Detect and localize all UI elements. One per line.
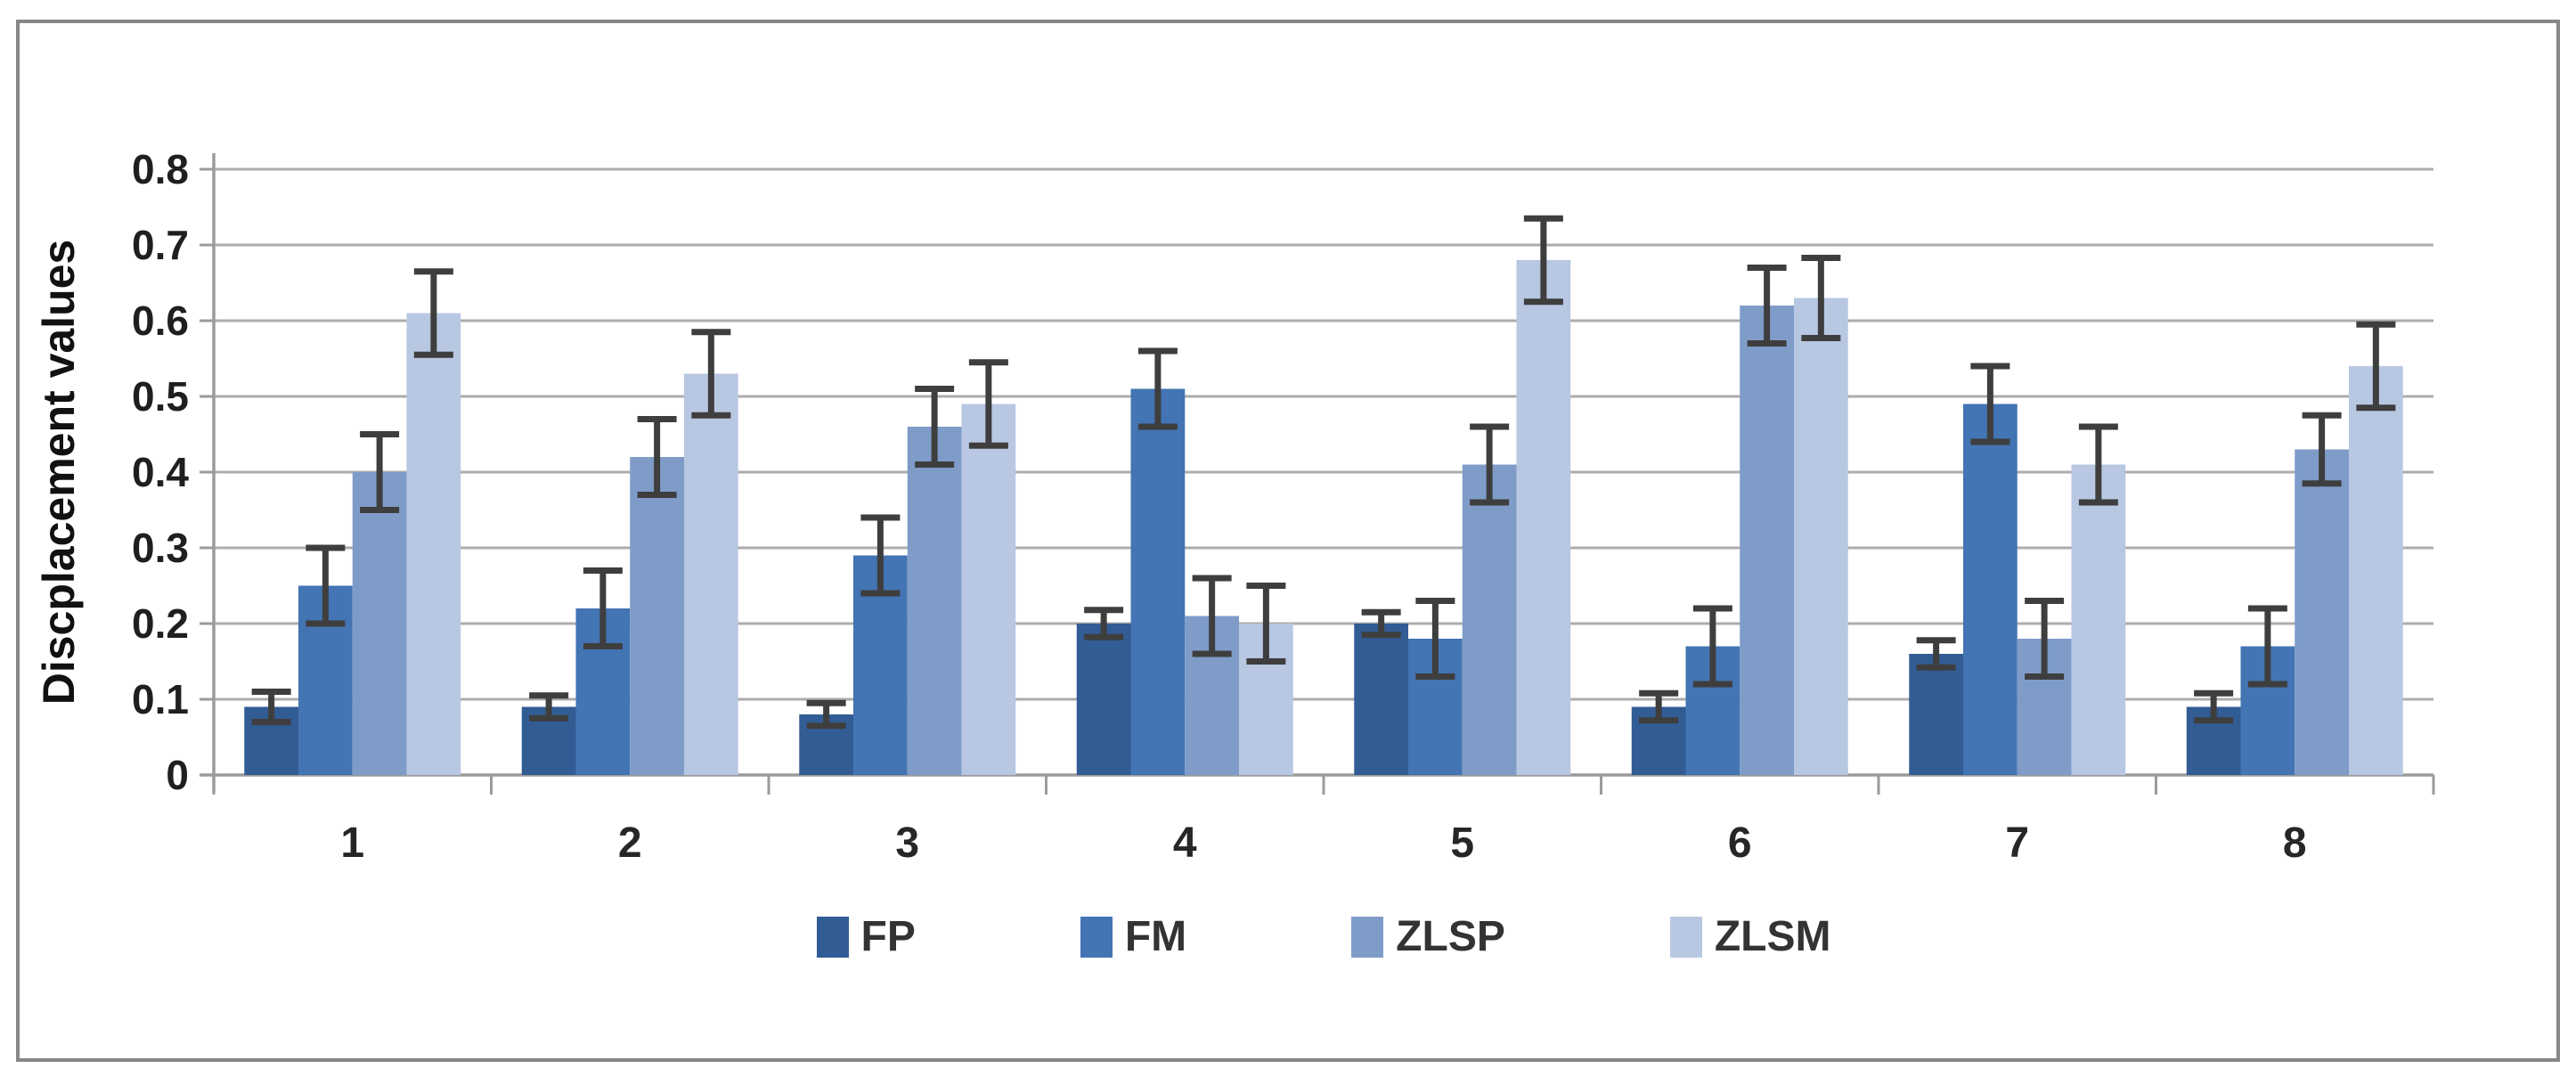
error-bar-FM-3: [860, 514, 901, 597]
error-bar-FP-4: [1084, 607, 1124, 640]
error-bar-ZLSP-5: [1470, 423, 1510, 506]
x-tick-label-1: 1: [340, 820, 364, 867]
error-bar-FP-6: [1639, 689, 1679, 724]
bar-ZLSM-1: [406, 313, 461, 775]
bar-ZLSM-8: [2348, 366, 2403, 775]
bar-ZLSP-1: [352, 472, 407, 775]
x-tick-label-7: 7: [2005, 820, 2029, 867]
bar-ZLSP-2: [630, 457, 684, 775]
legend: FP FM ZLSP ZLSM: [214, 910, 2433, 964]
legend-item-fm: FM: [1080, 916, 1186, 959]
error-bar-FP-1: [251, 689, 291, 725]
y-tick-label-0.2: 0.2: [132, 600, 189, 647]
error-bar-FM-2: [583, 567, 623, 649]
y-tick-label-0.7: 0.7: [132, 222, 189, 268]
error-bar-ZLSM-7: [2078, 423, 2118, 506]
error-bar-ZLSP-8: [2302, 412, 2342, 487]
y-tick-label-0.3: 0.3: [132, 525, 189, 571]
bar-FM-7: [1963, 404, 2018, 775]
error-bar-ZLSM-2: [691, 329, 731, 419]
x-tick-label-6: 6: [1728, 820, 1752, 867]
x-tick-label-8: 8: [2283, 820, 2307, 867]
error-bar-FM-6: [1692, 605, 1732, 688]
error-bar-ZLSM-5: [1523, 215, 1563, 306]
bar-FP-5: [1354, 624, 1409, 775]
bar-ZLSP-3: [907, 427, 962, 775]
y-tick-label-0.5: 0.5: [132, 373, 189, 420]
bar-FP-4: [1076, 624, 1131, 775]
error-bar-ZLSM-6: [1801, 254, 1841, 342]
legend-label-zlsm: ZLSM: [1714, 913, 1831, 960]
error-bar-FM-4: [1137, 347, 1178, 430]
bar-FP-7: [1909, 654, 1964, 775]
error-bar-FP-3: [806, 699, 846, 730]
error-bar-ZLSP-2: [637, 416, 677, 498]
error-bar-FM-1: [306, 544, 346, 627]
y-axis-title: Discplacement values: [34, 239, 84, 706]
error-bar-FM-8: [2247, 605, 2287, 688]
legend-item-fp: FP: [816, 913, 916, 960]
x-tick-label-4: 4: [1173, 820, 1197, 867]
legend-item-zlsp: ZLSP: [1351, 916, 1505, 959]
error-bar-ZLSM-3: [968, 359, 1008, 449]
error-bar-FM-7: [1970, 363, 2010, 445]
error-bar-FP-7: [1916, 637, 1956, 671]
legend-swatch-fm: [1080, 917, 1113, 958]
bar-ZLSM-5: [1516, 260, 1571, 775]
error-bar-ZLSP-1: [360, 431, 400, 513]
error-bar-FP-5: [1361, 608, 1401, 639]
x-tick-label-2: 2: [618, 820, 642, 867]
legend-item-zlsm: ZLSM: [1669, 913, 1831, 960]
error-bar-ZLSP-7: [2025, 598, 2065, 680]
bar-ZLSP-6: [1740, 306, 1794, 775]
y-tick-label-0: 0: [166, 752, 189, 798]
bar-ZLSM-6: [1793, 298, 1848, 775]
bar-ZLSM-3: [961, 404, 1016, 775]
legend-swatch-zlsm: [1669, 917, 1702, 958]
error-bar-ZLSM-8: [2356, 321, 2396, 412]
y-tick-label-0.8: 0.8: [132, 146, 189, 192]
legend-swatch-fp: [816, 917, 849, 958]
bar-ZLSP-5: [1462, 464, 1517, 775]
error-bar-ZLSP-6: [1747, 265, 1787, 347]
bar-FM-4: [1130, 388, 1186, 775]
y-tick-label-0.1: 0.1: [132, 676, 189, 722]
error-bar-ZLSM-4: [1246, 583, 1286, 665]
error-bar-FP-8: [2194, 689, 2234, 724]
bar-ZLSM-7: [2071, 464, 2126, 775]
error-bar-FP-2: [529, 692, 569, 722]
y-tick-label-0.6: 0.6: [132, 298, 189, 344]
error-bar-FM-5: [1415, 598, 1455, 680]
x-tick-label-3: 3: [895, 820, 919, 867]
legend-label-fp: FP: [860, 913, 916, 960]
error-bar-ZLSP-4: [1192, 575, 1232, 657]
legend-swatch-zlsp: [1351, 917, 1384, 958]
error-bar-ZLSP-3: [915, 386, 955, 468]
x-tick-label-5: 5: [1450, 820, 1474, 867]
bar-ZLSM-2: [683, 373, 738, 775]
legend-label-zlsp: ZLSP: [1396, 913, 1505, 960]
legend-label-fm: FM: [1124, 913, 1187, 960]
bar-ZLSP-8: [2295, 449, 2349, 775]
error-bar-ZLSM-1: [413, 268, 453, 358]
y-tick-label-0.4: 0.4: [132, 449, 189, 495]
